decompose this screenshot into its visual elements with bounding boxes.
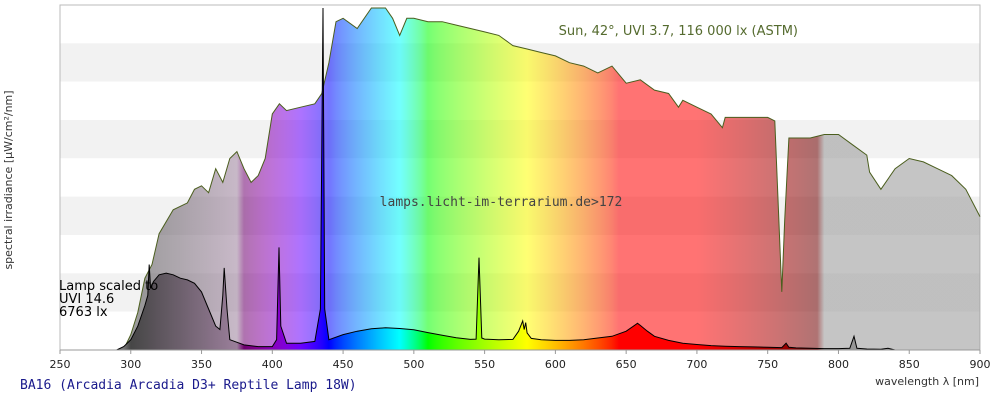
x-tick-label: 250 (50, 358, 71, 371)
x-tick-label: 600 (545, 358, 566, 371)
sun-spectrum-line (123, 7, 981, 350)
x-tick-label: 400 (262, 358, 283, 371)
y-axis-title: spectral irradiance [µW/cm²/nm] (2, 90, 15, 269)
x-tick-label: 500 (403, 358, 424, 371)
watermark: lamps.licht-im-terrarium.de>172 (380, 195, 623, 210)
x-tick-label: 550 (474, 358, 495, 371)
x-tick-label: 800 (828, 358, 849, 371)
x-tick-label: 450 (333, 358, 354, 371)
x-tick-label: 350 (191, 358, 212, 371)
x-axis-title: wavelength λ [nm] (875, 375, 979, 388)
x-tick-label: 850 (899, 358, 920, 371)
lamp-spectrum-line (116, 7, 896, 351)
x-tick-label: 900 (970, 358, 991, 371)
lamp-label-line-2: UVI 14.6 (59, 292, 114, 307)
sun-label: Sun, 42°, UVI 3.7, 116 000 lx (ASTM) (559, 24, 798, 39)
x-tick-label: 300 (120, 358, 141, 371)
lamp-label-line-1: Lamp scaled to (59, 279, 158, 294)
grid-band (60, 5, 980, 44)
x-tick-label: 700 (686, 358, 707, 371)
chart-caption: BA16 (Arcadia Arcadia D3+ Reptile Lamp 1… (20, 378, 357, 393)
x-tick-label: 650 (616, 358, 637, 371)
lamp-label-line-3: 6763 lx (59, 305, 108, 320)
x-tick-label: 750 (757, 358, 778, 371)
x-axis-ticks: 250 300 350 400 450 500 550 600 650 700 750 800 850 9… (50, 350, 991, 371)
